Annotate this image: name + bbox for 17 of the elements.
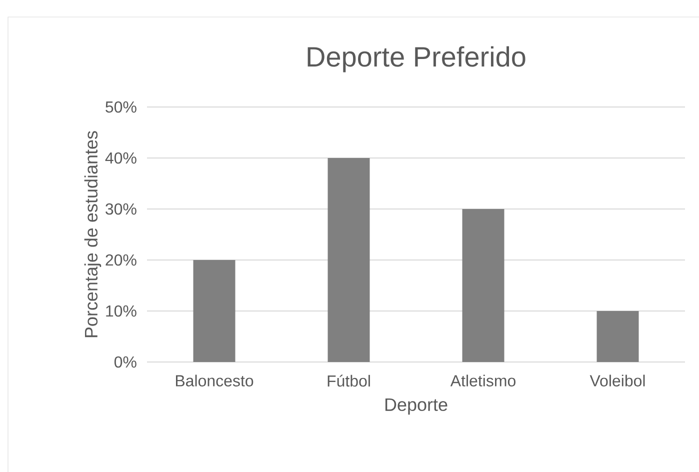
bar xyxy=(193,260,236,362)
x-tick-label: Baloncesto xyxy=(176,374,254,386)
bar xyxy=(462,209,504,362)
y-tick-label: 20% xyxy=(106,254,136,266)
y-tick-label: 0% xyxy=(114,356,136,368)
x-axis-title: Deporte xyxy=(385,398,448,415)
chart-title: Deporte Preferido xyxy=(308,46,526,72)
x-tick-label: Voleibol xyxy=(590,374,645,386)
y-axis-title: Porcentaje de estudiantes xyxy=(84,131,102,338)
x-tick-label: Fútbol xyxy=(328,374,370,387)
y-tick-label: 10% xyxy=(106,305,136,317)
x-tick-label: Atletismo xyxy=(450,374,516,386)
y-tick-label: 40% xyxy=(105,152,136,164)
bar xyxy=(328,158,370,362)
y-tick-label: 30% xyxy=(106,203,136,215)
bar xyxy=(596,311,639,362)
y-tick-label: 50% xyxy=(106,101,136,113)
